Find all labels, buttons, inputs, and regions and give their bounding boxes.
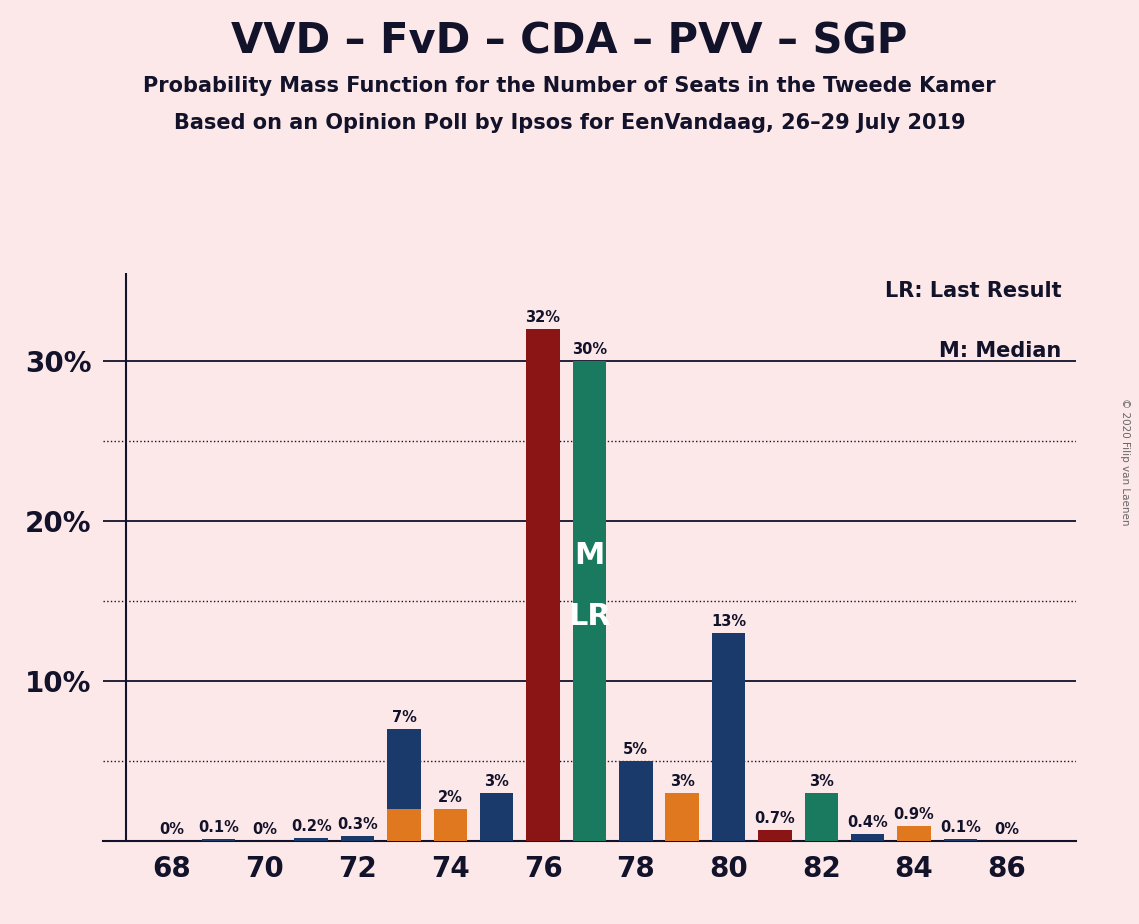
Bar xyxy=(898,826,931,841)
Text: 30%: 30% xyxy=(572,342,607,357)
Bar xyxy=(202,839,235,841)
Text: LR: LR xyxy=(568,602,611,631)
Text: 0.2%: 0.2% xyxy=(290,819,331,833)
Bar xyxy=(387,729,420,841)
Bar xyxy=(573,360,606,841)
Text: M: Median: M: Median xyxy=(940,341,1062,360)
Text: 0.4%: 0.4% xyxy=(847,816,888,831)
Text: 0.1%: 0.1% xyxy=(940,821,981,835)
Bar xyxy=(804,793,838,841)
Text: Based on an Opinion Poll by Ipsos for EenVandaag, 26–29 July 2019: Based on an Opinion Poll by Ipsos for Ee… xyxy=(173,113,966,133)
Text: 0%: 0% xyxy=(159,821,185,837)
Text: 3%: 3% xyxy=(670,773,695,789)
Text: © 2020 Filip van Laenen: © 2020 Filip van Laenen xyxy=(1121,398,1130,526)
Text: 0.9%: 0.9% xyxy=(894,808,934,822)
Bar xyxy=(526,329,559,841)
Bar xyxy=(295,838,328,841)
Text: 0.3%: 0.3% xyxy=(337,817,378,832)
Text: 0.1%: 0.1% xyxy=(198,821,239,835)
Bar xyxy=(387,808,420,841)
Text: 13%: 13% xyxy=(711,614,746,628)
Bar xyxy=(851,834,884,841)
Bar xyxy=(944,839,977,841)
Text: 7%: 7% xyxy=(392,710,417,724)
Bar xyxy=(665,793,699,841)
Text: 0.7%: 0.7% xyxy=(754,810,795,826)
Text: 5%: 5% xyxy=(623,742,648,757)
Text: 0%: 0% xyxy=(994,821,1019,837)
Text: 3%: 3% xyxy=(484,773,509,789)
Text: M: M xyxy=(574,541,605,570)
Bar xyxy=(712,633,745,841)
Bar xyxy=(480,793,514,841)
Text: 32%: 32% xyxy=(525,310,560,324)
Text: 3%: 3% xyxy=(809,773,834,789)
Text: 2%: 2% xyxy=(437,790,462,805)
Bar xyxy=(620,760,653,841)
Bar xyxy=(759,830,792,841)
Text: LR: Last Result: LR: Last Result xyxy=(885,281,1062,301)
Text: VVD – FvD – CDA – PVV – SGP: VVD – FvD – CDA – PVV – SGP xyxy=(231,20,908,62)
Text: Probability Mass Function for the Number of Seats in the Tweede Kamer: Probability Mass Function for the Number… xyxy=(144,76,995,96)
Bar xyxy=(341,836,375,841)
Text: 0%: 0% xyxy=(253,821,277,837)
Bar xyxy=(434,808,467,841)
